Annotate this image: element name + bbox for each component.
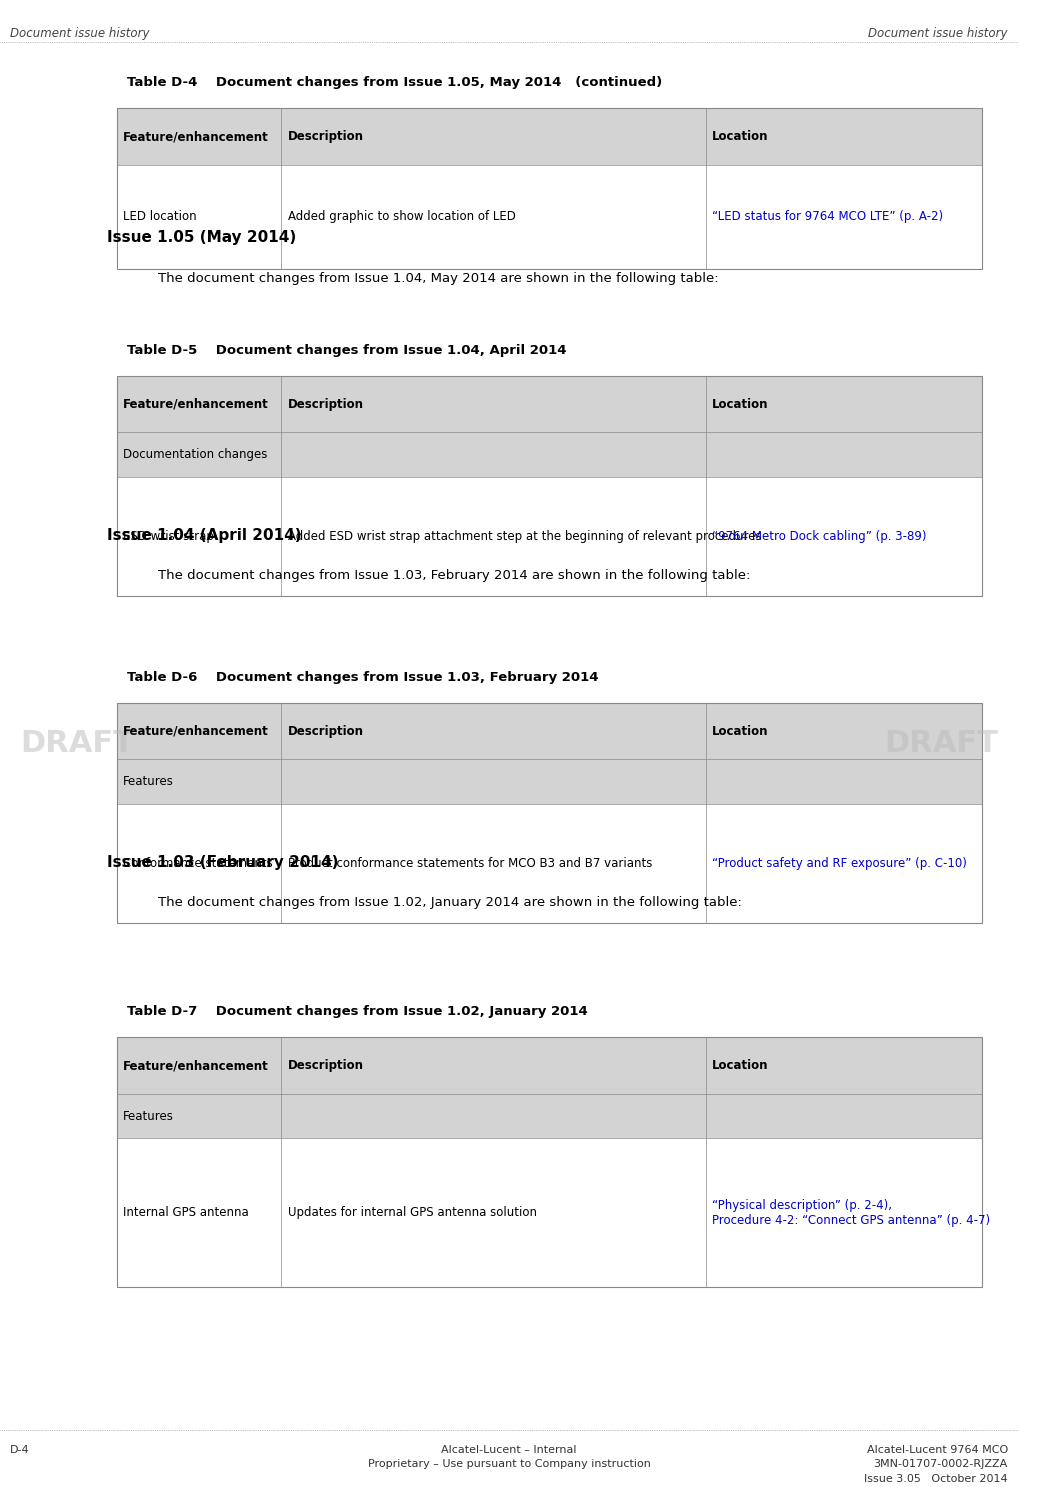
Text: Added ESD wrist strap attachment step at the beginning of relevant procedures: Added ESD wrist strap attachment step at… xyxy=(288,529,761,543)
Text: Location: Location xyxy=(712,397,768,410)
FancyBboxPatch shape xyxy=(117,433,983,477)
Text: Issue 1.04 (April 2014): Issue 1.04 (April 2014) xyxy=(107,528,302,543)
Text: Location: Location xyxy=(712,1059,768,1072)
Text: Internal GPS antenna: Internal GPS antenna xyxy=(123,1206,249,1219)
FancyBboxPatch shape xyxy=(117,165,983,269)
FancyBboxPatch shape xyxy=(117,1038,983,1094)
Text: Feature/enhancement: Feature/enhancement xyxy=(123,397,269,410)
Text: DRAFT: DRAFT xyxy=(20,729,135,757)
Text: Issue 1.05 (May 2014): Issue 1.05 (May 2014) xyxy=(107,230,296,245)
Text: DRAFT: DRAFT xyxy=(884,729,997,757)
Text: Location: Location xyxy=(712,131,768,143)
Text: Features: Features xyxy=(123,775,174,788)
Text: “LED status for 9764 MCO LTE” (p. A-2): “LED status for 9764 MCO LTE” (p. A-2) xyxy=(712,211,943,223)
Text: Table D-7    Document changes from Issue 1.02, January 2014: Table D-7 Document changes from Issue 1.… xyxy=(127,1005,588,1019)
FancyBboxPatch shape xyxy=(117,760,983,804)
FancyBboxPatch shape xyxy=(117,1094,983,1139)
Text: Feature/enhancement: Feature/enhancement xyxy=(123,1059,269,1072)
Text: Feature/enhancement: Feature/enhancement xyxy=(123,724,269,738)
Text: Table D-6    Document changes from Issue 1.03, February 2014: Table D-6 Document changes from Issue 1.… xyxy=(127,671,599,684)
Text: Document issue history: Document issue history xyxy=(868,27,1008,40)
Text: The document changes from Issue 1.02, January 2014 are shown in the following ta: The document changes from Issue 1.02, Ja… xyxy=(158,897,742,909)
Text: “Physical description” (p. 2-4),
Procedure 4-2: “Connect GPS antenna” (p. 4-7): “Physical description” (p. 2-4), Procedu… xyxy=(712,1199,990,1227)
Text: Location: Location xyxy=(712,724,768,738)
Text: Features: Features xyxy=(123,1109,174,1123)
Text: “Product safety and RF exposure” (p. C-10): “Product safety and RF exposure” (p. C-1… xyxy=(712,857,967,870)
Text: Table D-5    Document changes from Issue 1.04, April 2014: Table D-5 Document changes from Issue 1.… xyxy=(127,343,566,357)
Text: “9764 Metro Dock cabling” (p. 3-89): “9764 Metro Dock cabling” (p. 3-89) xyxy=(712,529,926,543)
Text: Description: Description xyxy=(288,1059,364,1072)
FancyBboxPatch shape xyxy=(117,477,983,596)
Text: Product conformance statements for MCO B3 and B7 variants: Product conformance statements for MCO B… xyxy=(288,857,652,870)
Text: Added graphic to show location of LED: Added graphic to show location of LED xyxy=(288,211,515,223)
Text: Alcatel-Lucent 9764 MCO: Alcatel-Lucent 9764 MCO xyxy=(867,1444,1008,1454)
Text: Proprietary – Use pursuant to Company instruction: Proprietary – Use pursuant to Company in… xyxy=(368,1459,651,1469)
Text: ESD wrist strap: ESD wrist strap xyxy=(123,529,214,543)
Text: Issue 1.03 (February 2014): Issue 1.03 (February 2014) xyxy=(107,855,338,870)
Text: Table D-4    Document changes from Issue 1.05, May 2014   (continued): Table D-4 Document changes from Issue 1.… xyxy=(127,76,662,89)
FancyBboxPatch shape xyxy=(117,1139,983,1288)
Text: Alcatel-Lucent – Internal: Alcatel-Lucent – Internal xyxy=(441,1444,577,1454)
Text: Description: Description xyxy=(288,131,364,143)
Text: Description: Description xyxy=(288,397,364,410)
Text: Issue 3.05   October 2014: Issue 3.05 October 2014 xyxy=(864,1474,1008,1484)
Text: The document changes from Issue 1.04, May 2014 are shown in the following table:: The document changes from Issue 1.04, Ma… xyxy=(158,272,719,286)
Text: Documentation changes: Documentation changes xyxy=(123,448,268,461)
Text: The document changes from Issue 1.03, February 2014 are shown in the following t: The document changes from Issue 1.03, Fe… xyxy=(158,570,750,583)
FancyBboxPatch shape xyxy=(117,703,983,760)
Text: Conformance statements: Conformance statements xyxy=(123,857,273,870)
Text: Updates for internal GPS antenna solution: Updates for internal GPS antenna solutio… xyxy=(288,1206,537,1219)
FancyBboxPatch shape xyxy=(117,804,983,923)
Text: Document issue history: Document issue history xyxy=(11,27,149,40)
Text: 3MN-01707-0002-RJZZA: 3MN-01707-0002-RJZZA xyxy=(873,1459,1008,1469)
Text: Feature/enhancement: Feature/enhancement xyxy=(123,131,269,143)
Text: LED location: LED location xyxy=(123,211,197,223)
Text: Description: Description xyxy=(288,724,364,738)
FancyBboxPatch shape xyxy=(117,109,983,165)
Text: D-4: D-4 xyxy=(11,1444,29,1454)
FancyBboxPatch shape xyxy=(117,376,983,433)
